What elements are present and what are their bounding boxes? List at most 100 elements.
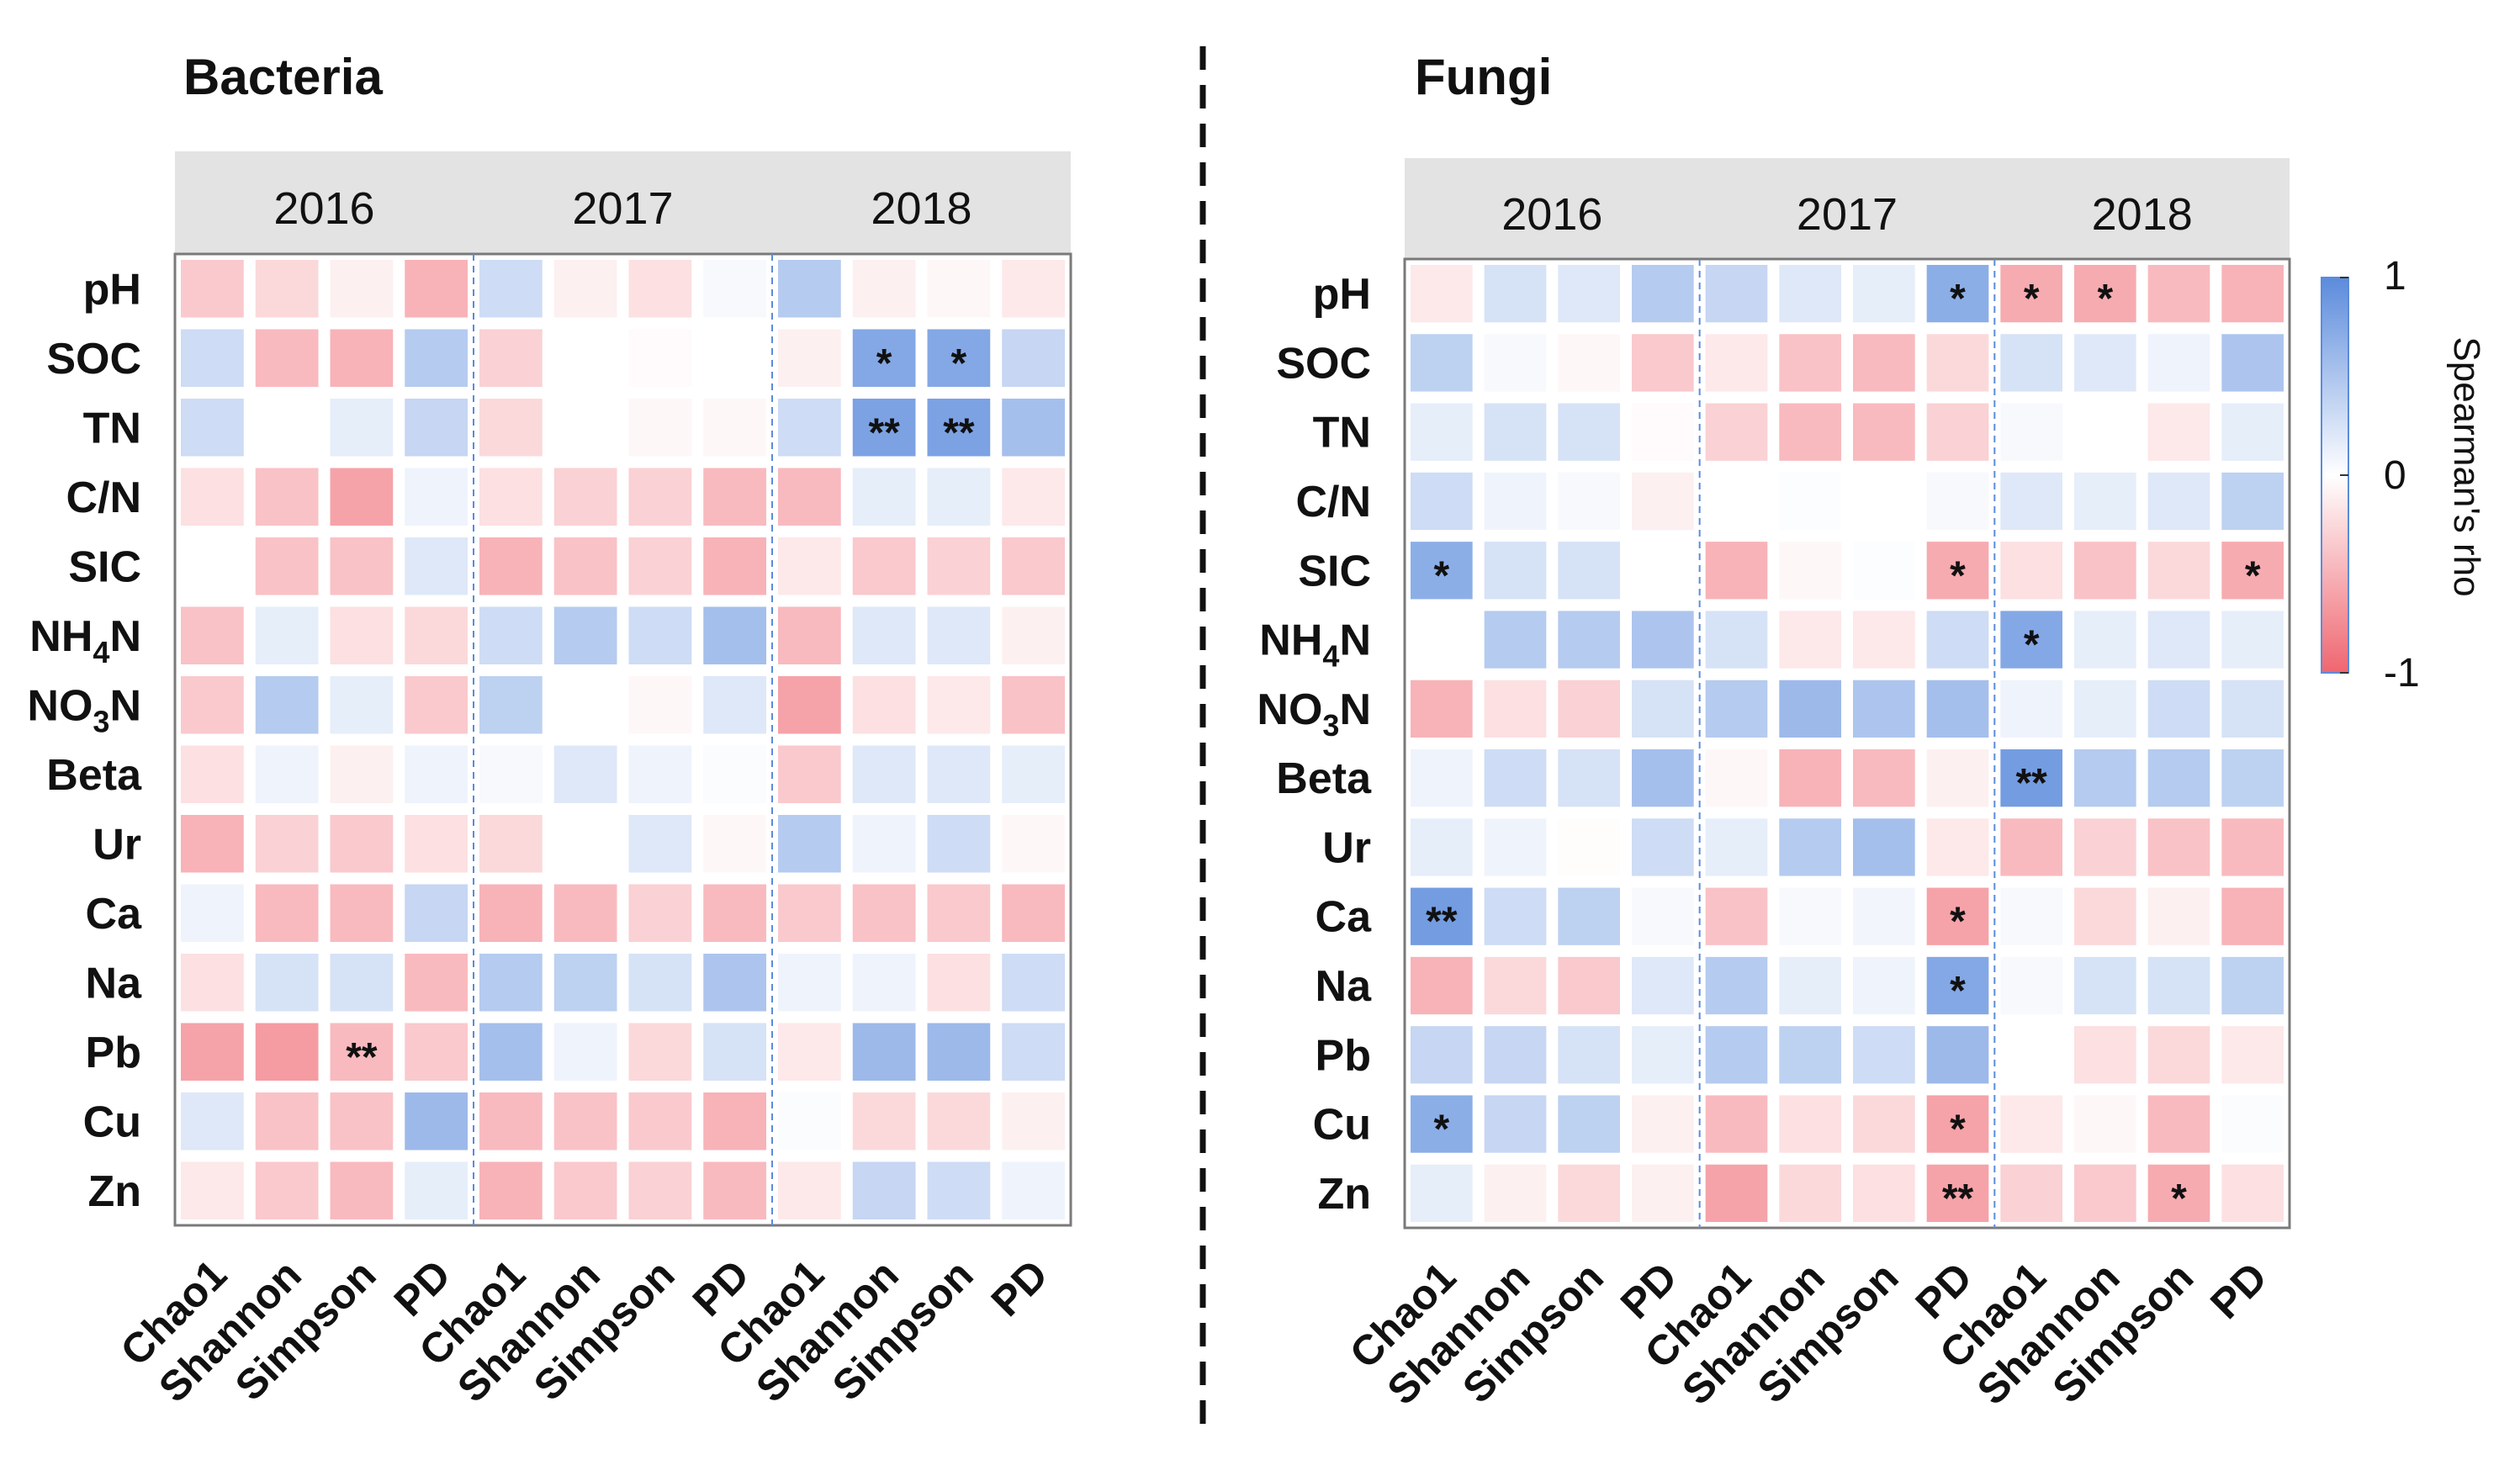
colorbar: 1 0 -1 Spearman's rho bbox=[2321, 254, 2487, 696]
heatmap-cell bbox=[852, 468, 916, 526]
heatmap-cell bbox=[1705, 1095, 1768, 1153]
heatmap-cell bbox=[628, 954, 692, 1012]
heatmap-cell bbox=[2000, 542, 2062, 600]
heatmap-cell bbox=[628, 676, 692, 734]
heatmap-cell bbox=[1779, 1095, 1841, 1153]
significance-mark: * bbox=[1433, 1108, 1449, 1152]
heatmap-cell bbox=[1705, 542, 1768, 600]
heatmap-cell bbox=[2147, 1026, 2210, 1084]
heatmap-cell bbox=[1853, 749, 1915, 807]
heatmap-cell bbox=[703, 954, 766, 1012]
heatmap-cell bbox=[1484, 334, 1547, 392]
heatmap-cell bbox=[1558, 334, 1620, 392]
heatmap-cell bbox=[1558, 265, 1620, 323]
heatmap-cell bbox=[2147, 749, 2210, 807]
heatmap-cell bbox=[1853, 472, 1915, 531]
heatmap-cell bbox=[479, 260, 543, 318]
heatmap-cell bbox=[1705, 334, 1768, 392]
heatmap-cell bbox=[703, 676, 766, 734]
heatmap-cell bbox=[703, 815, 766, 873]
heatmap-cell bbox=[1632, 818, 1694, 876]
heatmap-cell bbox=[1632, 542, 1694, 600]
heatmap-cell bbox=[2221, 956, 2284, 1015]
heatmap-cell bbox=[330, 329, 394, 387]
heatmap-cell bbox=[778, 954, 841, 1012]
heatmap-cell bbox=[852, 954, 916, 1012]
significance-mark: * bbox=[951, 341, 967, 386]
colorbar-tick-label: 1 bbox=[2384, 254, 2406, 299]
heatmap-cell bbox=[553, 260, 617, 318]
heatmap-cell bbox=[479, 815, 543, 873]
heatmap-cell bbox=[1002, 815, 1065, 873]
heatmap-cell bbox=[1779, 1026, 1841, 1084]
heatmap-cell bbox=[181, 884, 244, 942]
heatmap-cell bbox=[1558, 1164, 1620, 1222]
heatmap-cell bbox=[1002, 399, 1065, 457]
heatmap-cell bbox=[1411, 956, 1473, 1015]
heatmap-cell bbox=[927, 468, 991, 526]
heatmap-cell bbox=[2221, 542, 2284, 600]
heatmap-cell bbox=[2000, 956, 2062, 1015]
heatmap-cell bbox=[1853, 611, 1915, 669]
year-header-band bbox=[175, 151, 1071, 254]
row-label: Na bbox=[86, 959, 143, 1008]
heatmap-cell bbox=[405, 1161, 468, 1219]
heatmap-cell bbox=[405, 399, 468, 457]
heatmap-cell bbox=[2147, 472, 2210, 531]
heatmap-cell bbox=[927, 606, 991, 664]
heatmap-cell bbox=[1632, 956, 1694, 1015]
heatmap-cell bbox=[2000, 680, 2062, 738]
heatmap-cell bbox=[1002, 329, 1065, 387]
heatmap-cell bbox=[852, 1023, 916, 1081]
heatmap-cell bbox=[1853, 265, 1915, 323]
heatmap-cell bbox=[255, 676, 319, 734]
heatmap-cell bbox=[628, 1092, 692, 1150]
heatmap-cell bbox=[1926, 403, 1989, 461]
heatmap-cell bbox=[2221, 1095, 2284, 1153]
heatmap-cell bbox=[255, 1161, 319, 1219]
heatmap-cell bbox=[255, 537, 319, 595]
heatmap-cell bbox=[2074, 680, 2136, 738]
heatmap-cell bbox=[1853, 680, 1915, 738]
heatmap-cell bbox=[628, 468, 692, 526]
heatmap-cell bbox=[1632, 1164, 1694, 1222]
heatmap-cell bbox=[1484, 265, 1547, 323]
heatmap-cell bbox=[1558, 1095, 1620, 1153]
colorbar-tick-label: 0 bbox=[2384, 453, 2406, 498]
heatmap-cell bbox=[1002, 884, 1065, 942]
heatmap-cell bbox=[553, 329, 617, 387]
heatmap-cell bbox=[1779, 956, 1841, 1015]
heatmap-cell bbox=[1484, 403, 1547, 461]
heatmap-cell bbox=[1779, 887, 1841, 945]
row-label: C/N bbox=[1295, 478, 1371, 526]
heatmap-cell bbox=[553, 1161, 617, 1219]
heatmap-cell bbox=[1779, 1164, 1841, 1222]
heatmap-cell bbox=[2221, 818, 2284, 876]
row-label: Beta bbox=[1276, 754, 1372, 803]
heatmap-cell bbox=[1632, 611, 1694, 669]
heatmap-cell bbox=[405, 745, 468, 803]
heatmap-cell bbox=[1558, 956, 1620, 1015]
heatmap-cell bbox=[1926, 1164, 1989, 1222]
heatmap-cell bbox=[778, 606, 841, 664]
heatmap-cell bbox=[927, 1161, 991, 1219]
heatmap-cell bbox=[1853, 1026, 1915, 1084]
heatmap-cell bbox=[1632, 749, 1694, 807]
heatmap-cell bbox=[852, 399, 916, 457]
heatmap-cell bbox=[479, 468, 543, 526]
heatmap-cell bbox=[1853, 1164, 1915, 1222]
heatmap-cell bbox=[852, 260, 916, 318]
heatmap-cell bbox=[628, 1023, 692, 1081]
colorbar-tick-label: -1 bbox=[2384, 651, 2420, 696]
significance-mark: * bbox=[1950, 1108, 1966, 1152]
heatmap-cell bbox=[553, 1023, 617, 1081]
column-label: PD bbox=[982, 1251, 1057, 1325]
heatmap-cell bbox=[1926, 611, 1989, 669]
heatmap-cell bbox=[1926, 1026, 1989, 1084]
heatmap-cell bbox=[2074, 1164, 2136, 1222]
heatmap-cell bbox=[1926, 542, 1989, 600]
heatmap-cell bbox=[479, 606, 543, 664]
heatmap-cell bbox=[703, 745, 766, 803]
heatmap-cell bbox=[181, 260, 244, 318]
heatmap-cell bbox=[1002, 468, 1065, 526]
